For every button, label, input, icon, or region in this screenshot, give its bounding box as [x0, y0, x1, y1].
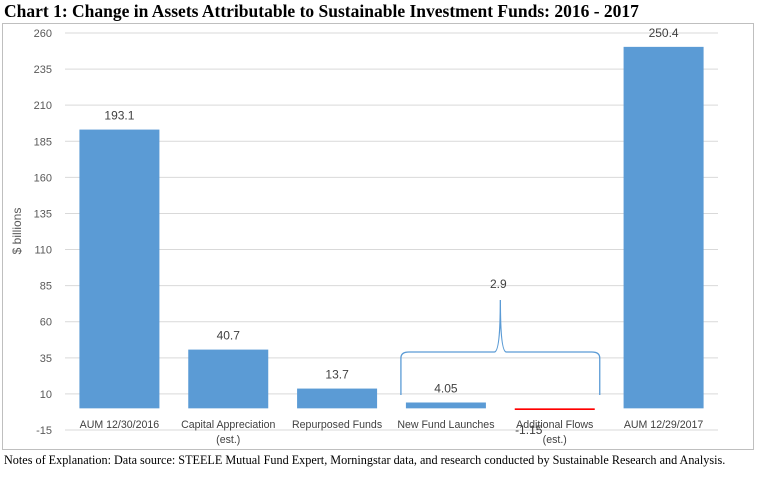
y-tick-label: 85 [40, 281, 52, 293]
bar [405, 402, 486, 409]
data-label: 250.4 [649, 26, 679, 40]
y-tick-label: 35 [40, 353, 52, 365]
bar [623, 46, 704, 409]
bars [79, 46, 704, 411]
chart-frame [2, 23, 754, 450]
data-label: -1.15 [515, 423, 543, 437]
category-labels: AUM 12/30/2016 Capital Appreciation (est.)… [80, 419, 704, 446]
category-label: Additional Flows [516, 419, 593, 431]
y-tick-label: 10 [40, 389, 52, 401]
data-labels: 193.1 40.7 13.7 4.05 -1.15 250.4 [104, 26, 679, 437]
category-label: Repurposed Funds [292, 419, 382, 431]
brace-shape [400, 299, 601, 395]
y-tick-labels: 260 235 210 185 160 135 110 85 60 35 10 -15 [34, 28, 52, 437]
bar [297, 388, 378, 409]
y-tick-label: 160 [34, 172, 52, 184]
y-tick-label: 210 [34, 100, 52, 112]
y-tick-label: -15 [36, 425, 52, 437]
notes-of-explanation: Notes of Explanation: Data source: STEEL… [4, 453, 726, 467]
category-label-line2: (est.) [216, 434, 240, 446]
y-tick-label: 260 [34, 28, 52, 40]
bar [188, 349, 269, 409]
data-label: 40.7 [217, 329, 241, 343]
gridlines [65, 32, 718, 431]
bar [79, 129, 160, 409]
bar [514, 408, 595, 411]
category-label: AUM 12/29/2017 [624, 419, 704, 431]
y-tick-label: 60 [40, 317, 52, 329]
data-label: 4.05 [434, 381, 458, 395]
y-tick-label: 235 [34, 64, 52, 76]
data-label: 13.7 [325, 368, 349, 382]
category-label-line2: (est.) [543, 434, 567, 446]
category-label: Capital Appreciation [181, 419, 275, 431]
brace-annotation: 2.9 [400, 277, 601, 395]
y-tick-label: 135 [34, 208, 52, 220]
y-tick-label: 110 [34, 245, 52, 257]
data-label: 193.1 [104, 109, 134, 123]
category-label: New Fund Launches [397, 419, 494, 431]
y-tick-label: 185 [34, 136, 52, 148]
chart-title: Chart 1: Change in Assets Attributable t… [4, 1, 639, 21]
y-axis-label: $ billions [10, 208, 24, 255]
brace-label: 2.9 [490, 277, 507, 291]
category-label: AUM 12/30/2016 [80, 419, 160, 431]
